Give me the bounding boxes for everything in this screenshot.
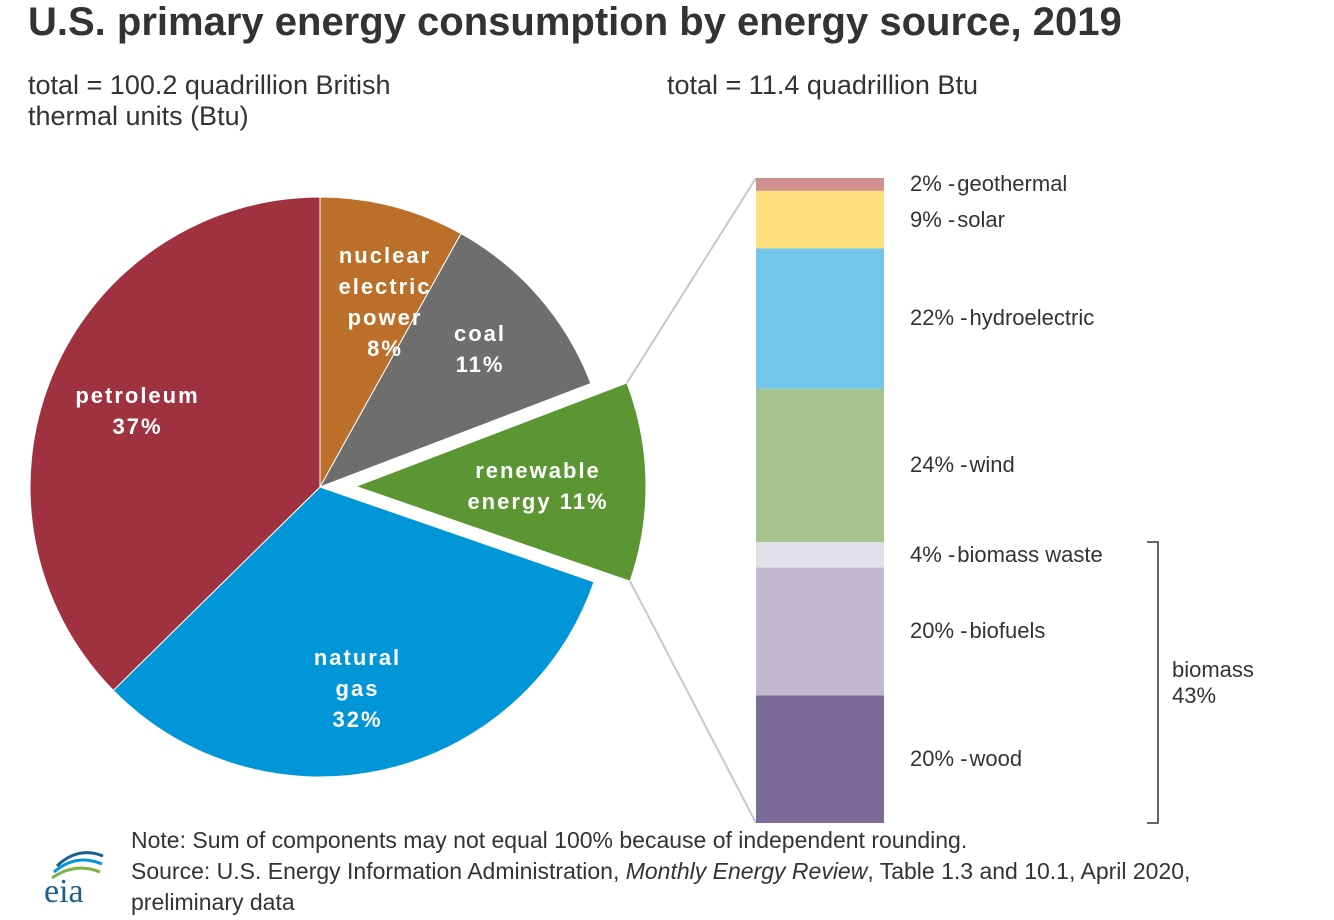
source-text: Source: U.S. Energy Information Administ… — [131, 858, 626, 884]
segment-category: wind — [969, 452, 1015, 478]
bar-segment — [756, 542, 884, 568]
slice-label: natural gas 32% — [290, 642, 425, 735]
slice-label: nuclear electric power 8% — [330, 240, 440, 364]
slice-value: 11% — [455, 352, 505, 377]
segment-category: biofuels — [969, 618, 1046, 644]
segment-value: 9% — [910, 206, 942, 232]
group-name: biomass — [1172, 656, 1254, 682]
segment-category: solar — [957, 206, 1005, 232]
segment-category: wood — [969, 746, 1023, 772]
segment-value: 20% — [910, 746, 955, 772]
connector — [629, 580, 757, 824]
segment-label: 20% -wood — [910, 746, 1022, 772]
bar-segment — [756, 567, 884, 696]
segment-separator: - — [960, 618, 968, 644]
segment-value: 4% — [910, 541, 942, 567]
segment-separator: - — [960, 305, 968, 331]
chart-title: U.S. primary energy consumption by energ… — [28, 0, 1122, 44]
segment-category: biomass waste — [957, 541, 1103, 567]
segment-label: 9% -solar — [910, 207, 1005, 233]
source-publication: Monthly Energy Review — [625, 858, 868, 884]
pie-slice — [112, 486, 595, 778]
pie-slice — [354, 382, 647, 582]
logo-arc — [55, 851, 104, 868]
bar-segment — [756, 248, 884, 389]
logo-arc — [53, 858, 103, 874]
footnote: Note: Sum of components may not equal 10… — [131, 825, 1261, 918]
pie-slice — [318, 232, 592, 488]
group-label: biomass 43% — [1172, 657, 1254, 709]
slice-category: renewable energy — [467, 458, 601, 514]
slice-label: renewable energy 11% — [448, 455, 628, 517]
segment-category: geothermal — [957, 171, 1068, 197]
group-value: 43% — [1172, 682, 1217, 708]
slice-category: coal — [453, 321, 507, 346]
group-bracket — [1147, 541, 1159, 824]
logo-arc — [51, 866, 101, 880]
segment-label: 20% -biofuels — [910, 618, 1045, 644]
slice-value: 11% — [559, 489, 609, 514]
slice-value: 32% — [332, 707, 383, 732]
note: Note: Sum of components may not equal 10… — [131, 827, 968, 853]
segment-label: 2% -geothermal — [910, 171, 1067, 197]
slice-category: natural gas — [313, 645, 402, 701]
source: Source: U.S. Energy Information Administ… — [131, 856, 1261, 918]
segment-label: 4% -biomass waste — [910, 542, 1103, 568]
slice-label: petroleum 37% — [55, 380, 220, 442]
connector — [626, 177, 757, 384]
segment-separator: - — [947, 206, 956, 232]
bar-segment — [756, 190, 884, 249]
segment-category: hydroelectric — [969, 305, 1095, 331]
segment-value: 22% — [910, 305, 955, 331]
slice-value: 37% — [112, 414, 163, 439]
pie-slice — [29, 196, 321, 692]
segment-value: 2% — [910, 171, 942, 197]
slice-category: petroleum — [75, 383, 200, 408]
segment-value: 24% — [910, 452, 955, 478]
segment-separator: - — [947, 171, 956, 197]
logo: eia — [44, 873, 84, 910]
segment-separator: - — [960, 452, 968, 478]
segment-separator: - — [960, 746, 968, 772]
bar-subtitle: total = 11.4 quadrillion Btu — [667, 70, 978, 100]
slice-label: coal 11% — [425, 318, 535, 380]
pie-subtitle: total = 100.2 quadrillion British therma… — [28, 70, 391, 131]
pie-slice — [319, 196, 462, 489]
slice-value: 8% — [367, 336, 403, 361]
segment-separator: - — [947, 541, 956, 567]
bar-segment — [756, 388, 884, 543]
segment-label: 22% -hydroelectric — [910, 305, 1094, 331]
source-text: , Table 1.3 and 10.1, April 2020, prelim… — [131, 858, 1191, 915]
bar-segment — [756, 178, 884, 191]
segment-label: 24% -wind — [910, 452, 1015, 478]
bar-segment — [756, 695, 884, 823]
segment-value: 20% — [910, 618, 955, 644]
slice-category: nuclear electric power — [338, 243, 432, 330]
